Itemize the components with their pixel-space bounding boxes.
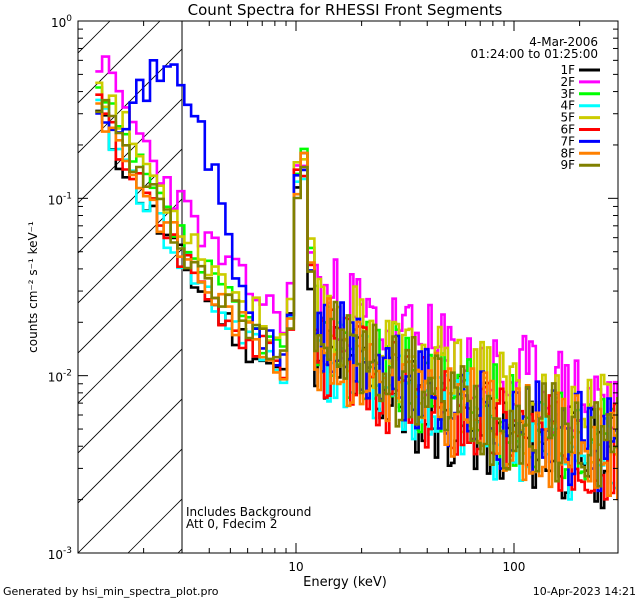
footer-generated-by: Generated by hsi_min_spectra_plot.pro [3,585,219,598]
annotation-background: Includes Background [186,505,311,519]
hatch-line [0,21,10,553]
legend-label-9F: 9F [560,158,575,172]
plot-frame [77,20,619,554]
legend-label-2F: 2F [560,75,575,89]
footer-timestamp: 10-Apr-2023 14:21 [533,585,636,598]
hatch-line [78,198,183,304]
y-tick-label: 10-1 [48,191,72,207]
y-tick-label: 10-2 [48,369,72,385]
annotation-attenuator: Att 0, Fdecim 2 [186,517,277,531]
x-tick-label: 100 [503,560,526,574]
y-axis-label: counts cm⁻² s⁻¹ keV⁻¹ [26,221,40,353]
legend-label-7F: 7F [560,134,575,148]
legend-label-4F: 4F [560,99,575,113]
legend-label-3F: 3F [560,87,575,101]
x-axis-label: Energy (keV) [303,575,387,590]
hatch-line [78,448,183,553]
hatch-line [78,248,183,354]
hatch-line [628,21,640,553]
legend-label-1F: 1F [560,63,575,77]
x-tick-label: 10 [288,560,303,574]
y-axis: 100 10-1 10-2 10-3 [48,14,618,562]
legend-label-5F: 5F [560,111,575,125]
legend-label-6F: 6F [560,123,575,137]
hatch-line [78,98,183,204]
hatch-line [78,398,183,504]
chart-title: Count Spectra for RHESSI Front Segments [188,1,503,19]
x-axis: 10 100 [77,21,619,574]
series-group [95,55,618,510]
hatch-line [78,48,183,154]
y-tick-label: 100 [51,14,72,30]
date-label: 4-Mar-2006 [529,35,598,49]
hatch-line [78,148,183,254]
hatch-line [78,348,183,454]
y-tick-label: 10-3 [48,546,72,562]
series-line-9F [95,98,618,488]
legend-label-8F: 8F [560,146,575,160]
time-range-label: 01:24:00 to 01:25:00 [471,47,598,61]
background-region [0,21,640,553]
